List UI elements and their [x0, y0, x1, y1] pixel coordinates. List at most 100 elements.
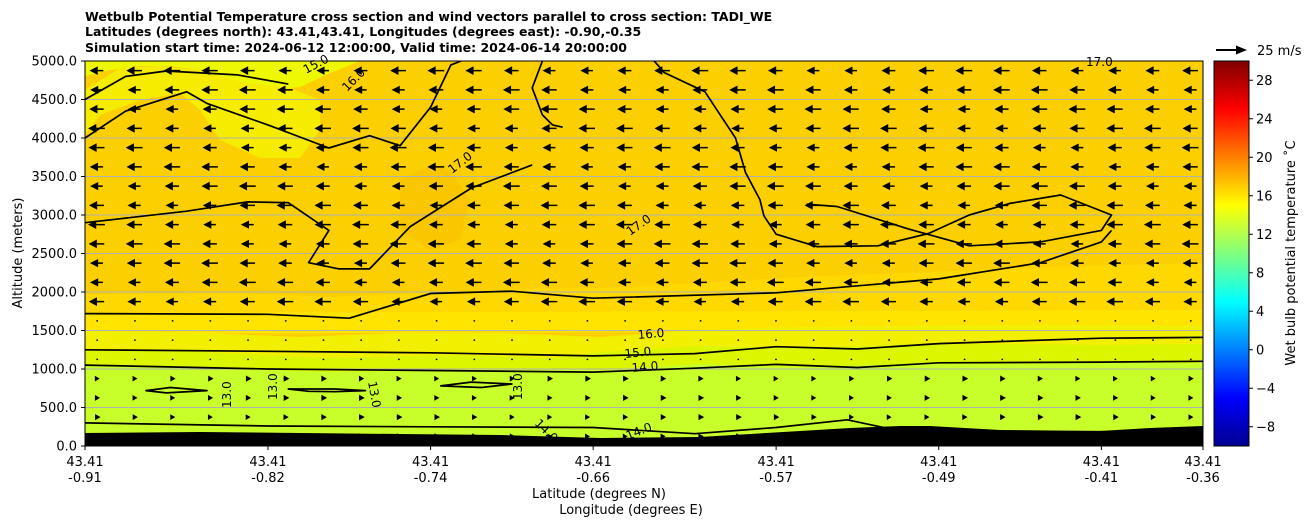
wind-vector	[1151, 433, 1157, 440]
wind-vector	[1032, 143, 1046, 152]
wind-vector	[429, 124, 443, 133]
wind-vector	[1182, 66, 1198, 75]
wind-vector	[811, 395, 817, 401]
wind-vector	[957, 297, 971, 306]
wind-vector	[278, 239, 292, 248]
wind-vector	[127, 104, 141, 114]
wind-vector	[316, 162, 329, 171]
wind-vector	[391, 104, 405, 114]
wind-vector	[1143, 220, 1161, 229]
wind-vector	[165, 105, 179, 114]
wind-vector	[542, 258, 556, 268]
wind-vector	[616, 124, 633, 133]
wind-vector	[503, 201, 520, 210]
wind-vector	[127, 181, 141, 191]
colorbar-tick-label: 24	[1256, 112, 1273, 127]
wind-vector	[578, 201, 595, 210]
wind-vector	[693, 105, 707, 114]
wind-vector	[730, 239, 745, 249]
wind-vector	[397, 319, 400, 322]
wind-vector	[284, 319, 287, 322]
wind-vector	[622, 414, 629, 421]
contour-label: 13.0	[511, 373, 525, 400]
wind-vector	[314, 297, 332, 306]
wind-vector	[390, 66, 406, 75]
wind-vector	[548, 358, 551, 361]
wind-vector	[238, 181, 256, 191]
chart-title-line-2: Latitudes (degrees north): 43.41,43.41, …	[85, 24, 642, 39]
wind-vector	[994, 104, 1009, 114]
wind-vector	[503, 297, 519, 306]
wind-vector	[1107, 143, 1122, 152]
wind-vector	[359, 394, 365, 401]
wind-vector	[881, 104, 896, 114]
wind-vector	[880, 124, 897, 133]
wind-vector	[396, 394, 403, 401]
wind-vector	[579, 143, 594, 152]
wind-vector	[995, 220, 1008, 229]
wind-vector	[622, 375, 629, 382]
wind-vector	[466, 143, 481, 152]
wind-vector	[919, 104, 933, 114]
colorbar-tick-label: −4	[1256, 382, 1275, 397]
wind-vector	[1000, 394, 1006, 402]
plot-area	[85, 61, 1203, 446]
wind-vector	[1145, 182, 1159, 191]
wind-vector	[844, 259, 857, 268]
wind-vector	[353, 104, 368, 114]
wind-vector	[962, 414, 968, 421]
wind-vector	[278, 162, 292, 172]
y-tick-label: 1000.0	[32, 363, 78, 378]
x-tick-label-lon: -0.74	[414, 471, 448, 486]
wind-vector	[542, 239, 556, 248]
wind-vector	[843, 181, 858, 191]
wind-vector	[127, 201, 141, 210]
wind-vector	[165, 297, 179, 306]
wind-vector	[1150, 395, 1156, 401]
wind-vector	[473, 358, 476, 361]
wind-vector	[504, 124, 518, 133]
wind-vector	[767, 297, 783, 306]
wind-vector	[503, 104, 520, 114]
wind-vector	[96, 339, 99, 342]
wind-vector	[842, 297, 860, 306]
wind-vector	[811, 414, 817, 421]
wind-vector	[698, 413, 705, 421]
layer-fill-14	[85, 363, 1203, 446]
wind-vector	[1183, 181, 1197, 191]
wind-vector	[624, 358, 627, 361]
wind-vector	[586, 358, 589, 361]
wind-vector	[209, 339, 212, 342]
wind-vector	[353, 258, 367, 268]
y-axis-label: Altitude (meters)	[11, 198, 26, 309]
wind-vector	[963, 358, 966, 361]
wind-vector	[465, 181, 482, 191]
wind-vector	[471, 375, 477, 382]
wind-vector	[283, 433, 289, 440]
wind-vector	[163, 66, 181, 75]
wind-vector	[698, 375, 704, 382]
wind-vector	[201, 258, 218, 268]
wind-vector	[775, 358, 777, 361]
wind-vector	[843, 239, 858, 249]
wind-vector	[547, 414, 553, 420]
x-tick-label-lon: -0.91	[68, 471, 102, 486]
wind-vector	[999, 433, 1006, 440]
wind-vector	[322, 358, 325, 361]
wind-vector	[918, 124, 934, 133]
wind-vector	[654, 66, 670, 75]
wind-vector	[1068, 278, 1086, 287]
wind-vector	[1144, 297, 1160, 306]
colorbar-label: Wet bulb potential temperature ˚C	[1283, 140, 1299, 365]
wind-vector	[993, 181, 1010, 191]
wind-vector	[730, 201, 745, 210]
wind-vector	[766, 278, 784, 287]
wind-vector	[389, 239, 407, 249]
wind-vector	[653, 143, 671, 152]
wind-vector	[322, 319, 325, 322]
wind-vector	[1145, 258, 1159, 268]
wind-vector	[314, 220, 331, 229]
wind-vector	[88, 220, 105, 229]
wind-vector	[918, 258, 934, 268]
wind-vector	[126, 66, 143, 75]
